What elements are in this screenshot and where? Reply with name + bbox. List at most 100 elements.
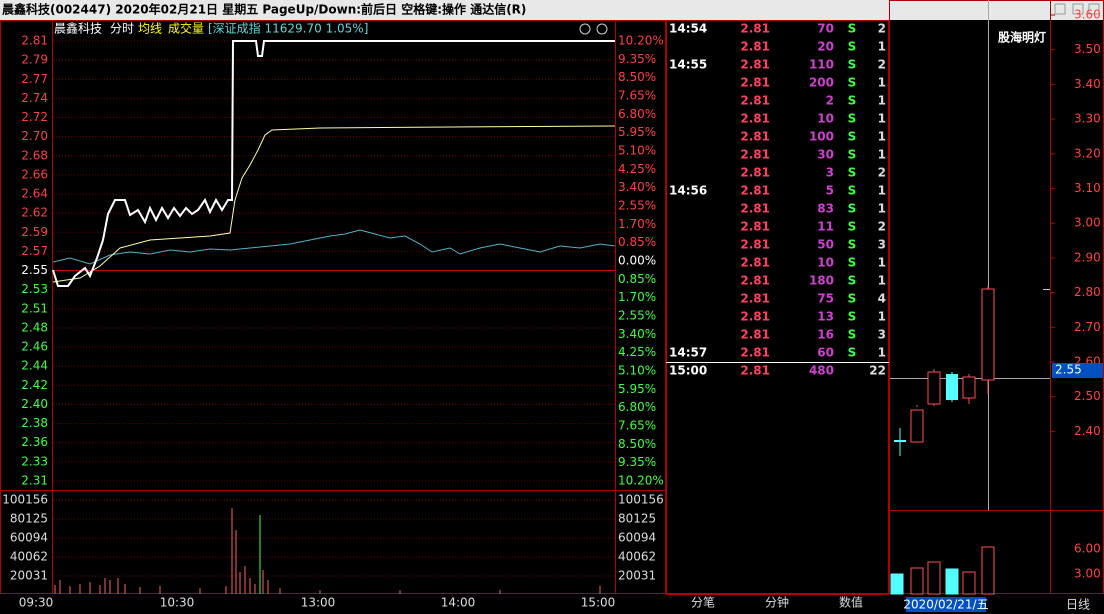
trade-cell: S (848, 202, 857, 216)
trade-cell: 14:56 (669, 184, 707, 198)
trade-cell: 4 (878, 292, 886, 306)
pct-tick-label: 5.10% (618, 363, 656, 377)
watermark: 股海明灯 (998, 30, 1046, 45)
trade-cell: 2.81 (740, 292, 770, 306)
trade-cell: 60 (817, 346, 834, 360)
trade-cell: 10 (817, 112, 834, 126)
pct-tick-label: 4.25% (618, 345, 656, 359)
trade-cell: 10 (817, 256, 834, 270)
price-tick-label: 2.77 (21, 72, 48, 86)
daily-price-label: 3.30 (1074, 112, 1101, 126)
pct-tick-label: 0.85% (618, 235, 656, 249)
tab[interactable]: 分钟 (765, 595, 789, 610)
trade-cell: 14:57 (669, 346, 707, 360)
trade-cell: 1 (878, 130, 886, 144)
trade-cell: 2.81 (740, 256, 770, 270)
daily-price-label: 2.50 (1074, 389, 1101, 403)
price-tick-label: 2.79 (21, 53, 48, 67)
daily-price-label: 3.40 (1074, 77, 1101, 91)
trade-cell: 2.81 (740, 364, 770, 378)
trade-cell: S (848, 310, 857, 324)
trade-cell: S (848, 328, 857, 342)
daily-volume-bar (910, 567, 924, 595)
trade-cell: S (848, 256, 857, 270)
chart-button[interactable] (579, 23, 591, 35)
price-tick-label: 2.66 (21, 167, 48, 181)
price-tick-label: 2.74 (21, 91, 48, 105)
index-label: [深证成指 11629.70 1.05%] (208, 21, 368, 36)
trade-cell: 2.81 (740, 112, 770, 126)
trade-cell: S (848, 238, 857, 252)
pct-tick-label: 8.50% (618, 437, 656, 451)
legend-item: 成交量 (168, 21, 204, 36)
period-label[interactable]: 日线 (1066, 598, 1090, 612)
pct-tick-label: 9.35% (618, 455, 656, 469)
price-tick-label: 2.33 (21, 454, 48, 468)
trade-cell: 2 (878, 166, 886, 180)
price-tick-label: 2.42 (21, 378, 48, 392)
volume-tick-label: 40062 (10, 550, 48, 564)
pct-tick-label: 8.50% (618, 70, 656, 84)
trade-cell: S (848, 292, 857, 306)
trade-cell: S (848, 184, 857, 198)
tab[interactable]: 分笔 (691, 595, 715, 610)
price-tick-label: 2.36 (21, 435, 48, 449)
trade-cell: 1 (878, 184, 886, 198)
trade-cell: 2.81 (740, 310, 770, 324)
price-tick-label: 2.51 (21, 301, 48, 315)
trade-cell: 15:00 (669, 364, 707, 378)
trade-cell: 16 (817, 328, 834, 342)
trade-cell: S (848, 220, 857, 234)
price-line (52, 40, 615, 287)
date-box (906, 597, 986, 612)
daily-price-label: 3.50 (1074, 42, 1101, 56)
price-tick-label: 2.81 (21, 34, 48, 48)
trade-cell: 2.81 (740, 130, 770, 144)
average-line (52, 125, 616, 283)
trade-cell: 1 (878, 76, 886, 90)
trade-cell: 14:55 (669, 58, 707, 72)
pct-tick-label: 1.70% (618, 290, 656, 304)
price-tick-label: 2.31 (21, 473, 48, 487)
time-tick-label: 10:30 (160, 596, 195, 610)
trade-cell: 75 (817, 292, 834, 306)
chart-button[interactable] (596, 23, 608, 35)
pct-tick-label: 10.20% (618, 34, 664, 48)
trade-cell: 20 (817, 40, 834, 54)
time-tick-label: 13:00 (301, 596, 336, 610)
price-tick-label: 2.62 (21, 206, 48, 220)
trade-cell: S (848, 94, 857, 108)
trade-cell: 3 (878, 328, 886, 342)
trade-cell: 2.81 (740, 346, 770, 360)
legend-item: 晨鑫科技 (54, 21, 102, 36)
pct-tick-label: 5.95% (618, 125, 656, 139)
trade-cell: 1 (878, 256, 886, 270)
price-tick-label: 2.55 (21, 263, 48, 277)
pct-tick-label: 2.55% (618, 308, 656, 322)
candle-body (981, 288, 995, 381)
pct-tick-label: 3.40% (618, 180, 656, 194)
volume-tick-label: 20031 (618, 569, 656, 583)
window-button[interactable] (1088, 3, 1100, 15)
trade-cell: 11 (817, 220, 834, 234)
trade-cell: 2.81 (740, 238, 770, 252)
volume-tick-label: 80125 (618, 512, 656, 526)
trade-cell: 100 (809, 130, 834, 144)
volume-tick-label: 100156 (2, 493, 48, 507)
price-tick-label: 2.53 (21, 282, 48, 296)
window-button[interactable] (1054, 3, 1066, 15)
tab[interactable]: 数值 (839, 595, 863, 610)
price-tick-label: 2.64 (21, 187, 48, 201)
trade-cell: 180 (809, 274, 834, 288)
pct-tick-label: 6.80% (618, 107, 656, 121)
trade-cell: 50 (817, 238, 834, 252)
index-line (52, 229, 616, 265)
volume-tick-label: 20031 (10, 569, 48, 583)
window-button[interactable] (1072, 3, 1084, 15)
trade-cell: 2.81 (740, 220, 770, 234)
trade-cell: 2.81 (740, 166, 770, 180)
price-tick-label: 2.59 (21, 225, 48, 239)
trade-cell: S (848, 166, 857, 180)
price-tick-label: 2.38 (21, 416, 48, 430)
